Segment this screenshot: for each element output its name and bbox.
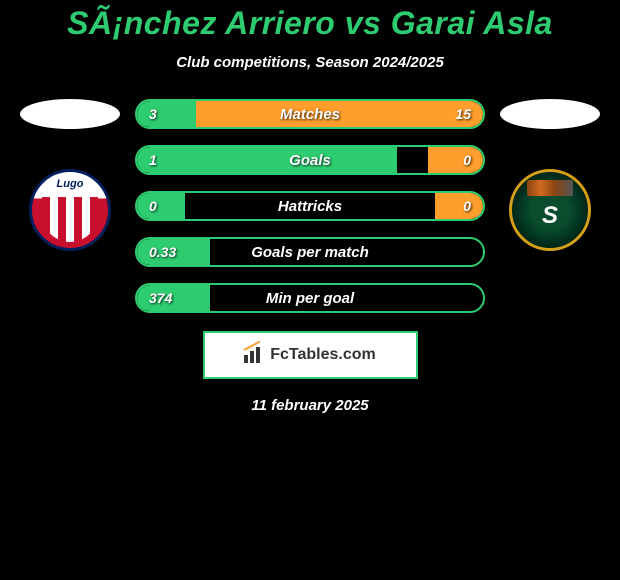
right-club-logo (509, 169, 591, 251)
stats-column: 3 Matches 15 1 Goals 0 0 Hattricks 0 (135, 99, 485, 313)
stat-value-left: 3 (149, 106, 157, 122)
stat-fill-left (137, 101, 196, 127)
right-side (495, 99, 605, 251)
right-player-badge (500, 99, 600, 129)
stat-fill-right (435, 193, 483, 219)
content-row: Lugo 3 Matches 15 1 Goals 0 0 (0, 99, 620, 313)
comparison-widget: SÃ¡nchez Arriero vs Garai Asla Club comp… (0, 0, 620, 414)
stat-value-right: 0 (463, 198, 471, 214)
stat-row-gpm: 0.33 Goals per match (135, 237, 485, 267)
stat-value-left: 0 (149, 198, 157, 214)
stat-row-hattricks: 0 Hattricks 0 (135, 191, 485, 221)
left-player-badge (20, 99, 120, 129)
subtitle: Club competitions, Season 2024/2025 (0, 54, 620, 71)
stat-fill-right (428, 147, 483, 173)
stat-fill-left (137, 147, 397, 173)
lugo-logo-text: Lugo (57, 178, 84, 190)
stat-label: Goals (289, 152, 331, 169)
stat-row-goals: 1 Goals 0 (135, 145, 485, 175)
left-club-logo: Lugo (29, 169, 111, 251)
stat-fill-left (137, 193, 185, 219)
stat-label: Min per goal (266, 290, 354, 307)
brand-link[interactable]: FcTables.com (203, 331, 418, 379)
stat-row-mpg: 374 Min per goal (135, 283, 485, 313)
stat-fill-left (137, 285, 210, 311)
stat-value-left: 1 (149, 152, 157, 168)
stat-label: Goals per match (251, 244, 369, 261)
stat-row-matches: 3 Matches 15 (135, 99, 485, 129)
date-label: 11 february 2025 (251, 397, 368, 414)
stat-label: Hattricks (278, 198, 342, 215)
stat-value-right: 0 (463, 152, 471, 168)
stat-value-right: 15 (455, 106, 471, 122)
stat-value-left: 0.33 (149, 244, 176, 260)
stat-value-left: 374 (149, 290, 172, 306)
brand-text: FcTables.com (270, 346, 376, 364)
chart-icon (244, 347, 264, 363)
page-title: SÃ¡nchez Arriero vs Garai Asla (0, 5, 620, 42)
stat-label: Matches (280, 106, 340, 123)
footer: FcTables.com 11 february 2025 (0, 331, 620, 414)
left-side: Lugo (15, 99, 125, 251)
